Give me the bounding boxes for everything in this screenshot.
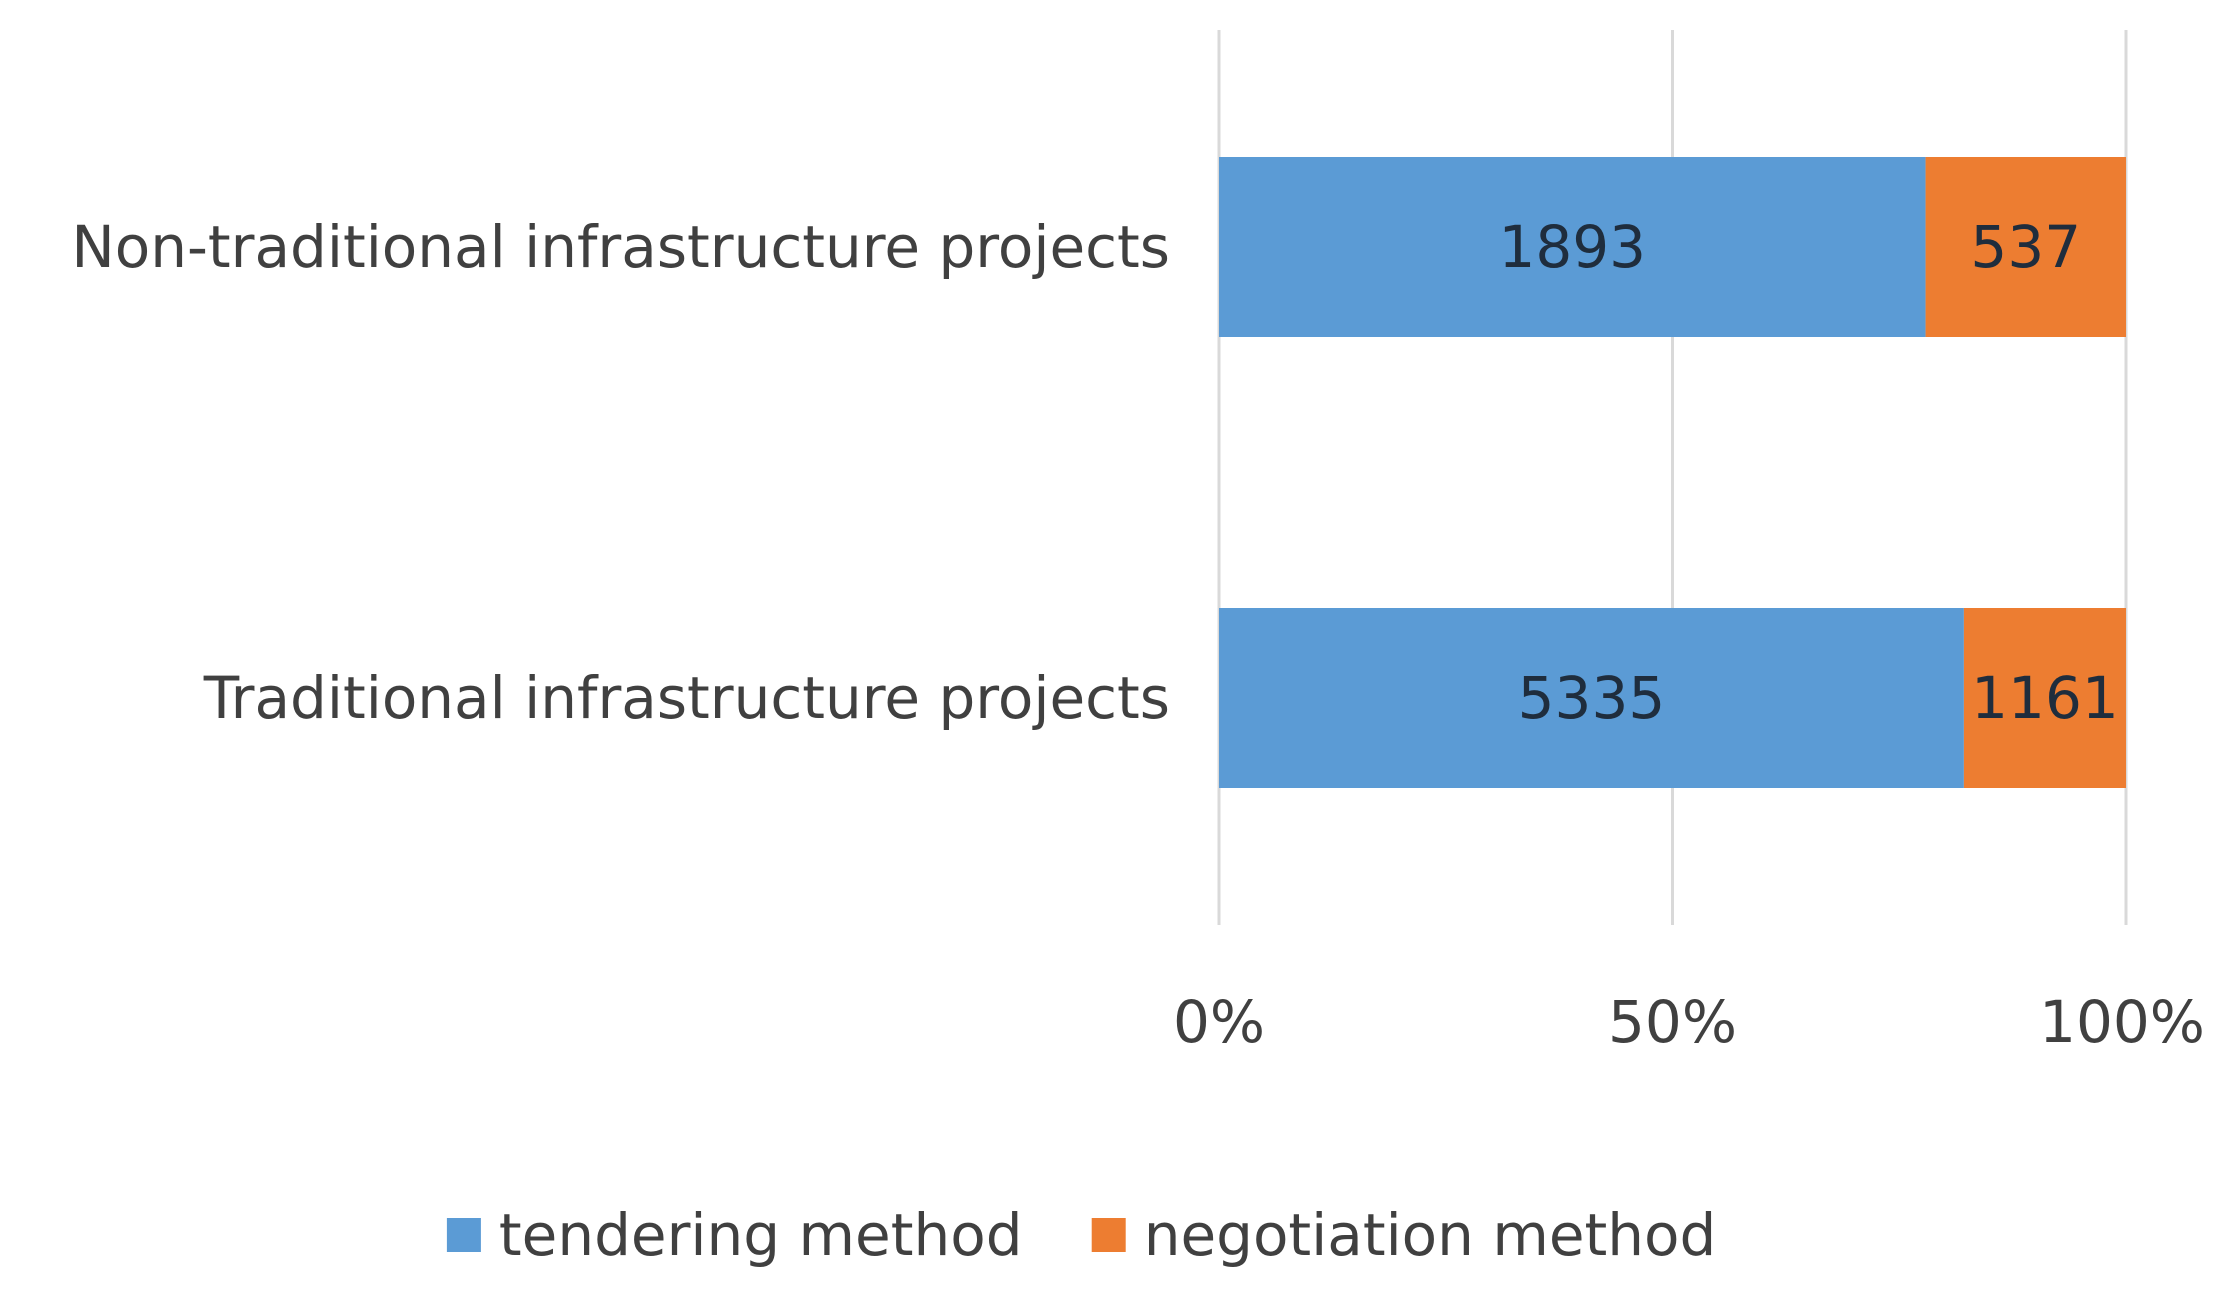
legend: tendering method negotiation method [446,1201,1717,1269]
category-label: Traditional infrastructure projects [203,664,1170,732]
bar-segment-negotiation [1963,608,2126,788]
data-label: 5335 [1518,664,1666,732]
legend-label: negotiation method [1144,1201,1717,1269]
data-label: 537 [1970,213,2081,281]
data-labels: 1893 537 5335 1161 [1498,213,2118,732]
category-labels: Non-traditional infrastructure projects T… [71,213,1170,732]
legend-swatch [446,1218,481,1252]
bar-segment-negotiation [1925,157,2126,337]
category-label: Non-traditional infrastructure projects [71,213,1170,281]
x-tick-labels: 0% 50% 100% [1173,988,2205,1056]
legend-swatch [1091,1218,1126,1252]
x-tick-label: 100% [2039,988,2205,1056]
x-tick-label: 50% [1608,988,1737,1056]
bar-segment-tendering [1219,608,1964,788]
x-tick-label: 0% [1173,988,1265,1056]
bar-segment-tendering [1219,157,1926,337]
bars [1219,157,2126,788]
legend-label: tendering method [499,1201,1023,1269]
data-label: 1161 [1971,664,2119,732]
data-label: 1893 [1498,213,1646,281]
